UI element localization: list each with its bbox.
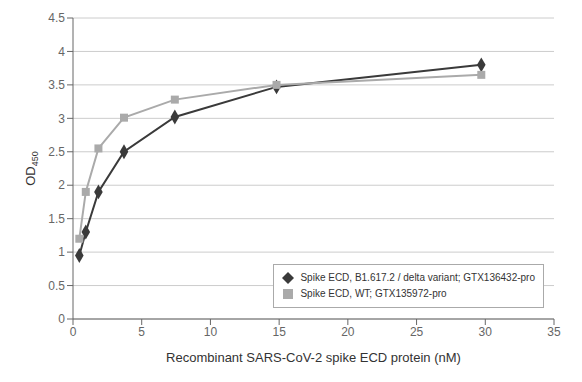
svg-text:2: 2 [58, 178, 65, 192]
svg-text:4: 4 [58, 45, 65, 59]
svg-text:30: 30 [479, 325, 493, 339]
svg-text:0: 0 [70, 325, 77, 339]
svg-text:3.5: 3.5 [48, 78, 65, 92]
svg-text:OD450: OD450 [23, 151, 41, 186]
svg-text:0.5: 0.5 [48, 279, 65, 293]
svg-text:4.5: 4.5 [48, 11, 65, 25]
svg-text:15: 15 [272, 325, 286, 339]
svg-text:0: 0 [58, 312, 65, 326]
svg-text:25: 25 [410, 325, 424, 339]
html-text:Spike ECD, B1.617.2 / delta va: Spike ECD, B1.617.2 / delta variant; GTX… [300, 272, 535, 283]
svg-text:2.5: 2.5 [48, 145, 65, 159]
svg-text:1.5: 1.5 [48, 212, 65, 226]
svg-text:3: 3 [58, 112, 65, 126]
svg-text:35: 35 [547, 325, 561, 339]
svg-text:1: 1 [58, 245, 65, 259]
svg-text:5: 5 [138, 325, 145, 339]
svg-text:10: 10 [204, 325, 218, 339]
svg-text:20: 20 [341, 325, 355, 339]
html-text:Spike ECD, WT; GTX135972-pro: Spike ECD, WT; GTX135972-pro [300, 288, 447, 299]
svg-text:Recombinant SARS-CoV-2 spike E: Recombinant SARS-CoV-2 spike ECD protein… [166, 350, 461, 365]
